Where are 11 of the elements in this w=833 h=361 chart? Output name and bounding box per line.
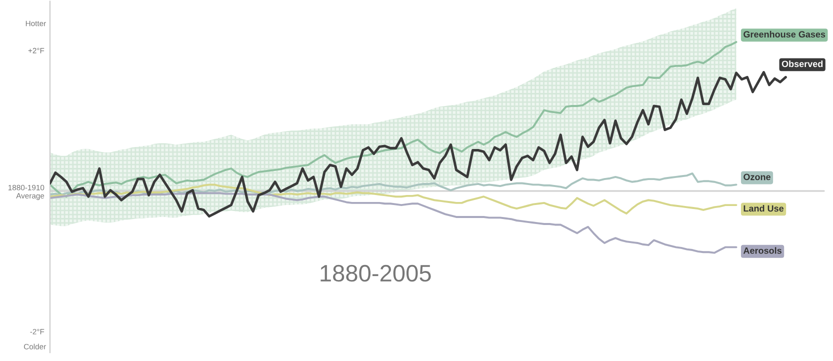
series-label: Observed	[782, 60, 823, 68]
annotation: 1880-2005	[320, 264, 431, 282]
line-series	[50, 172, 738, 196]
line-series	[50, 41, 738, 198]
line-series	[50, 192, 738, 254]
series-label: Ozone	[744, 174, 770, 180]
series-label: Aerosols	[743, 247, 782, 254]
series-label: Greenhouse Gases	[744, 30, 826, 38]
series-label: Land Use	[744, 205, 784, 212]
line-series	[50, 71, 787, 218]
line-series	[50, 184, 738, 214]
